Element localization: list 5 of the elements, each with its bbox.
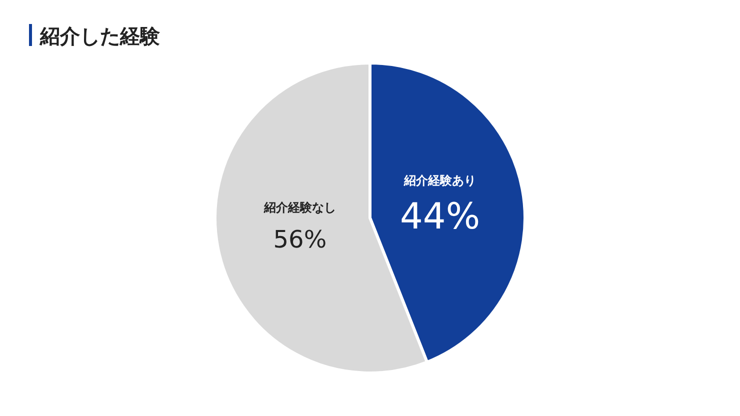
chart-title: 紹介した経験 — [39, 24, 161, 48]
slice-label: 紹介経験なし — [262, 200, 336, 214]
slice-label: 紹介経験あり — [403, 174, 476, 188]
data-label: 44% — [400, 196, 480, 238]
data-label: 56% — [273, 225, 327, 254]
